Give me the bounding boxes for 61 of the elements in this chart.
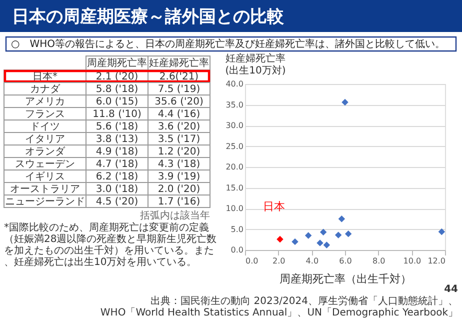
text: 2.6('21) bbox=[159, 71, 199, 82]
x-tick-label: 8.0 bbox=[372, 256, 386, 266]
text: オランダ bbox=[25, 145, 66, 158]
text: ○ WHO等の報告によると、日本の周産期死亡率及び妊産婦死亡率は、諸外国と比較して低い。 bbox=[11, 38, 446, 50]
text: 1.7 ('16) bbox=[158, 196, 200, 208]
x-tick-label: 6.0 bbox=[339, 256, 352, 266]
y-tick-label: 35.0 bbox=[226, 100, 244, 110]
text: 4.9 ('18) bbox=[96, 146, 138, 158]
text: 妊産婦死亡率 bbox=[149, 58, 209, 69]
text: 3.9 ('19) bbox=[158, 171, 200, 182]
text: イギリス bbox=[25, 170, 65, 182]
y-tick-label: 25.0 bbox=[226, 142, 244, 151]
text: オーストラリア bbox=[10, 184, 80, 195]
y-tick-label: 10.0 bbox=[226, 204, 244, 213]
text: 3.8 ('13) bbox=[96, 134, 138, 145]
text: 7.5 ('19) bbox=[158, 84, 200, 95]
y-tick-label: 20.0 bbox=[226, 162, 244, 172]
text: 44 bbox=[444, 284, 458, 295]
text: 1.2 ('20) bbox=[158, 146, 200, 158]
y-tick-label: 30.0 bbox=[226, 121, 244, 130]
y-tick-label: 15.0 bbox=[226, 183, 244, 192]
text: 周産期死亡率 bbox=[87, 57, 147, 69]
text: 4.3 ('18) bbox=[158, 158, 200, 170]
text: 5.8 ('18) bbox=[96, 84, 138, 95]
text: 35.6 ('20) bbox=[154, 96, 204, 108]
text: ニュージーランド bbox=[5, 196, 85, 208]
text: (出生10万対) bbox=[225, 66, 286, 76]
x-tick-label: 4.0 bbox=[306, 256, 319, 266]
text: 4.7 ('18) bbox=[96, 158, 138, 170]
text: 日本の周産期医療～諸外国との比較 bbox=[12, 7, 285, 27]
y-tick-label: 5.0 bbox=[230, 224, 244, 234]
text: スウェーデン bbox=[15, 158, 75, 170]
text: 5.6 ('18) bbox=[96, 121, 138, 132]
x-tick-label: 12.0 bbox=[428, 256, 446, 266]
text: 2.1 ('20) bbox=[96, 71, 138, 82]
y-tick-label: 40.0 bbox=[226, 80, 244, 88]
text: 6.2 ('18) bbox=[96, 171, 138, 182]
x-tick-label: 10.0 bbox=[403, 256, 422, 266]
text: 日本 bbox=[263, 200, 285, 214]
text: 6.0 ('15) bbox=[96, 96, 138, 108]
text: 3.6 ('20) bbox=[158, 121, 200, 132]
x-tick-label: 2.0 bbox=[272, 256, 286, 266]
x-axis-title: 周産期死亡率（出生千対） bbox=[280, 272, 412, 286]
text: ドイツ bbox=[30, 121, 60, 132]
x-tick-label: 0.0 bbox=[246, 256, 258, 266]
text: 4.4 ('16) bbox=[158, 108, 200, 120]
text: カナダ bbox=[30, 82, 61, 95]
text: 括弧内は該当年 bbox=[140, 210, 210, 222]
text: イタリア bbox=[25, 134, 65, 145]
y-tick-label: 0.0 bbox=[230, 246, 244, 254]
text: 4.5 ('20) bbox=[96, 196, 138, 208]
text: 日本* bbox=[32, 70, 58, 82]
text: フランス bbox=[25, 108, 65, 120]
text: 3.0 ('18) bbox=[96, 184, 138, 195]
text: 11.8 ('10) bbox=[92, 108, 142, 120]
source-note: 出典：国民衛生の動向 2023/2024、厚生労働省「人口動態統計」、WHO「World Health Statistics Annual」、UN「Demographic Yearbook」 bbox=[100, 295, 458, 318]
text: *国際比較のため、周産期死亡は変更前の定義（妊娠満28週以降の死産数と早期新生児死亡数を加えたものの出生千対）を用いている。また、妊産婦死亡は出生10万対を用いている。 bbox=[4, 222, 217, 268]
text: 妊産婦死亡率 bbox=[226, 52, 286, 64]
text: 3.5 ('17) bbox=[158, 134, 200, 145]
text: 2.0 ('20) bbox=[158, 184, 200, 195]
text: アメリカ bbox=[25, 96, 65, 108]
